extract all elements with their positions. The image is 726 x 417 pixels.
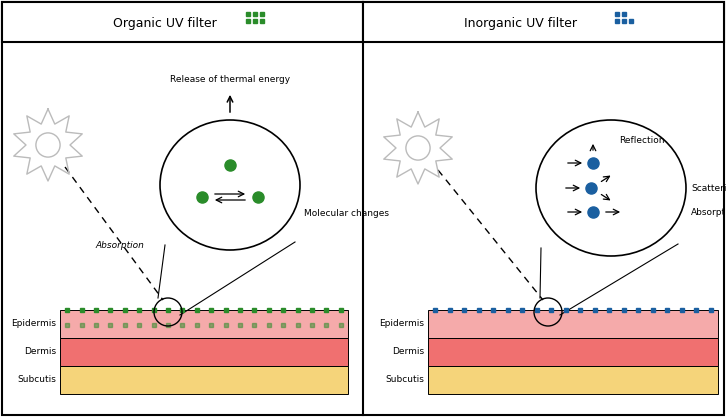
Bar <box>60 366 348 394</box>
Bar <box>60 338 348 366</box>
Text: Organic UV filter: Organic UV filter <box>113 17 217 30</box>
Text: Epidermis: Epidermis <box>379 319 424 329</box>
Text: Absorption: Absorption <box>95 241 144 249</box>
Text: Dermis: Dermis <box>24 347 56 357</box>
Text: Subcutis: Subcutis <box>385 375 424 384</box>
Text: Release of thermal energy: Release of thermal energy <box>170 75 290 84</box>
Text: Epidermis: Epidermis <box>11 319 56 329</box>
Text: Reflection: Reflection <box>619 136 664 145</box>
Text: Inorganic UV filter: Inorganic UV filter <box>463 17 576 30</box>
Bar <box>363 2 724 42</box>
Bar <box>428 310 718 338</box>
Text: Dermis: Dermis <box>392 347 424 357</box>
Bar <box>60 310 348 338</box>
Text: Scattering: Scattering <box>691 183 726 193</box>
Bar <box>428 366 718 394</box>
Bar <box>2 2 363 42</box>
Text: Molecular changes: Molecular changes <box>304 208 389 218</box>
Text: Absorption: Absorption <box>691 208 726 216</box>
Text: Subcutis: Subcutis <box>17 375 56 384</box>
Bar <box>428 338 718 366</box>
